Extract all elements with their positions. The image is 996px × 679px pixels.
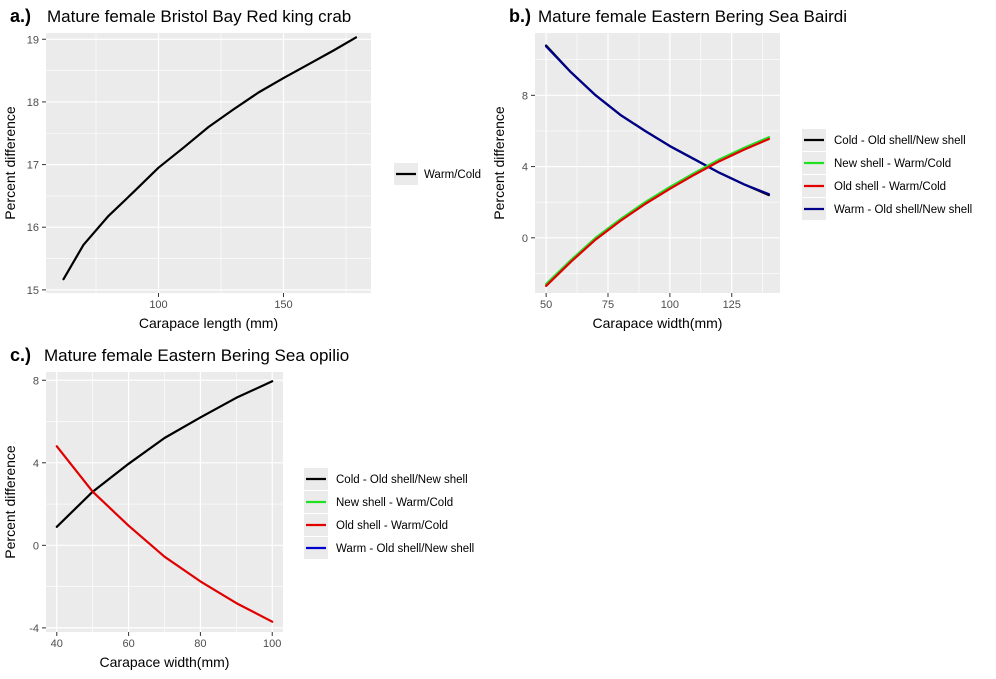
- x-tick-label: 100: [661, 299, 679, 311]
- chart-title: Mature female Eastern Bering Sea Bairdi: [538, 7, 847, 26]
- plot-background: [46, 33, 371, 293]
- chart-panel-c: 40 60 80 100 -4 0 4 8 Carapace width(mm) Percent …: [2, 345, 474, 670]
- legend-label: Old shell - Warm/Cold: [834, 181, 946, 193]
- y-tick-label: 8: [33, 375, 39, 387]
- chart-panel-a: 100 150 15 16 17 18 19 Carapace length (mm) Perc…: [2, 6, 481, 331]
- y-tick-label: 18: [27, 97, 39, 109]
- y-tick-label: 15: [27, 285, 39, 297]
- legend-label: Warm - Old shell/New shell: [336, 543, 474, 555]
- x-tick-label: 60: [122, 638, 134, 650]
- x-axis-title: Carapace length (mm): [139, 315, 278, 331]
- legend: Cold - Old shell/New shell New shell - Wa…: [304, 468, 474, 559]
- x-axis-title: Carapace width(mm): [593, 315, 723, 331]
- series-line-old-shell-warm-cold: [544, 137, 771, 287]
- x-tick-label: 80: [194, 638, 206, 650]
- y-tick-label: -4: [29, 623, 39, 635]
- x-tick-label: 40: [51, 638, 63, 650]
- series-line-warm-old-shell-new-shell: [544, 45, 771, 196]
- series-line-old-shell-warm-cold: [55, 445, 274, 623]
- x-tick-label: 100: [149, 299, 167, 311]
- legend: Warm/Cold: [394, 163, 481, 185]
- y-axis-title: Percent difference: [2, 106, 18, 220]
- x-tick-label: 100: [263, 638, 281, 650]
- legend-label: Warm - Old shell/New shell: [834, 204, 972, 216]
- y-tick-label: 16: [27, 222, 39, 234]
- y-tick-label: 19: [27, 34, 39, 46]
- y-tick-label: 0: [33, 540, 39, 552]
- x-tick-label: 50: [540, 299, 552, 311]
- y-axis-title: Percent difference: [491, 106, 507, 220]
- y-tick-label: 0: [522, 233, 528, 245]
- y-tick-label: 17: [27, 160, 39, 172]
- y-tick-label: 8: [522, 90, 528, 102]
- panel-tag: a.): [10, 6, 31, 26]
- y-tick-label: 4: [522, 162, 528, 174]
- chart-title: Mature female Eastern Bering Sea opilio: [44, 346, 349, 365]
- legend-label: Old shell - Warm/Cold: [336, 520, 448, 532]
- legend-label: Cold - Old shell/New shell: [834, 135, 966, 147]
- legend-label: New shell - Warm/Cold: [834, 158, 951, 170]
- legend-label: Cold - Old shell/New shell: [336, 474, 468, 486]
- legend-label: New shell - Warm/Cold: [336, 497, 453, 509]
- series-line-new-shell-warm-cold: [544, 136, 771, 286]
- legend-label: Warm/Cold: [424, 169, 481, 181]
- panel-tag: c.): [10, 345, 31, 365]
- chart-panel-b: 50 75 100 125 0 4 8 Carapace width(mm) Percent d…: [491, 6, 972, 331]
- x-tick-label: 125: [723, 299, 741, 311]
- x-tick-label: 75: [602, 299, 614, 311]
- chart-title: Mature female Bristol Bay Red king crab: [47, 7, 351, 26]
- y-axis-title: Percent difference: [2, 445, 18, 559]
- x-tick-label: 150: [274, 299, 292, 311]
- panel-tag: b.): [509, 6, 531, 26]
- series-line-warm-cold: [62, 36, 358, 281]
- legend: Cold - Old shell/New shell New shell - Wa…: [802, 129, 972, 220]
- x-axis-title: Carapace width(mm): [100, 654, 230, 670]
- y-tick-label: 4: [33, 458, 39, 470]
